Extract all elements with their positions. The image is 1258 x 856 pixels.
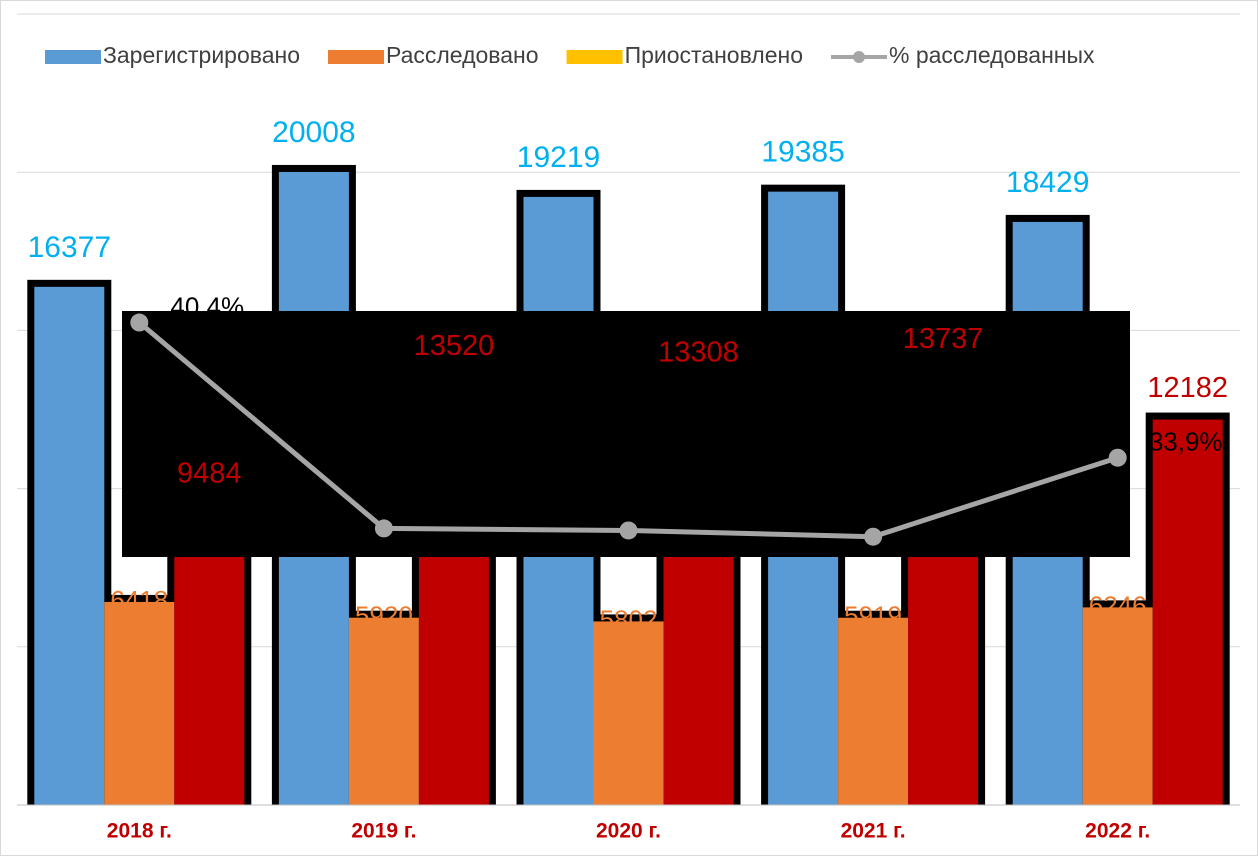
bar-value-label: 19219 — [517, 141, 600, 174]
bar — [348, 617, 419, 805]
bar-value-label: 6418 — [110, 585, 168, 615]
bar — [838, 617, 909, 805]
legend-marker — [852, 51, 865, 63]
bar — [34, 286, 105, 805]
line-marker — [374, 519, 393, 538]
obscuring-box — [122, 311, 1130, 557]
bar-value-label: 5919 — [844, 601, 902, 631]
bar-value-label: 5920 — [355, 601, 413, 631]
bar-value-label: 12182 — [1147, 372, 1228, 404]
legend-label: Приостановлено — [625, 42, 803, 68]
line-marker — [619, 521, 638, 540]
legend-swatch — [566, 50, 623, 64]
line-value-label: 33,9% — [1149, 427, 1223, 457]
line-marker — [1108, 448, 1127, 467]
bar — [593, 621, 664, 805]
x-tick-label: 2021 г. — [841, 820, 906, 843]
x-tick-label: 2019 г. — [351, 820, 416, 843]
bar-value-label: 18429 — [1006, 166, 1089, 199]
bar-value-label: 13737 — [903, 323, 984, 355]
bar-value-label: 19385 — [761, 136, 844, 169]
bar-value-label: 13520 — [414, 330, 495, 362]
bar-value-label: 6246 — [1089, 590, 1147, 620]
bar-value-label: 20008 — [272, 116, 355, 149]
x-tick-label: 2018 г. — [107, 820, 172, 843]
bar-value-label: 5802 — [600, 604, 658, 634]
x-tick-label: 2020 г. — [596, 820, 661, 843]
legend-label: Расследовано — [386, 42, 539, 68]
line-marker — [130, 313, 149, 332]
legend-label: Зарегистрировано — [103, 42, 300, 68]
bar-value-label: 13308 — [658, 337, 739, 369]
bar — [1152, 419, 1223, 805]
legend-label: % расследованных — [889, 42, 1095, 68]
x-tick-label: 2022 г. — [1085, 820, 1150, 843]
bar-value-label: 9484 — [177, 458, 242, 490]
legend-swatch — [45, 50, 101, 64]
bar — [1082, 607, 1153, 805]
bar-value-label: 16377 — [28, 231, 111, 264]
legend-swatch — [328, 50, 385, 64]
bar — [104, 601, 175, 805]
line-marker — [864, 527, 883, 546]
